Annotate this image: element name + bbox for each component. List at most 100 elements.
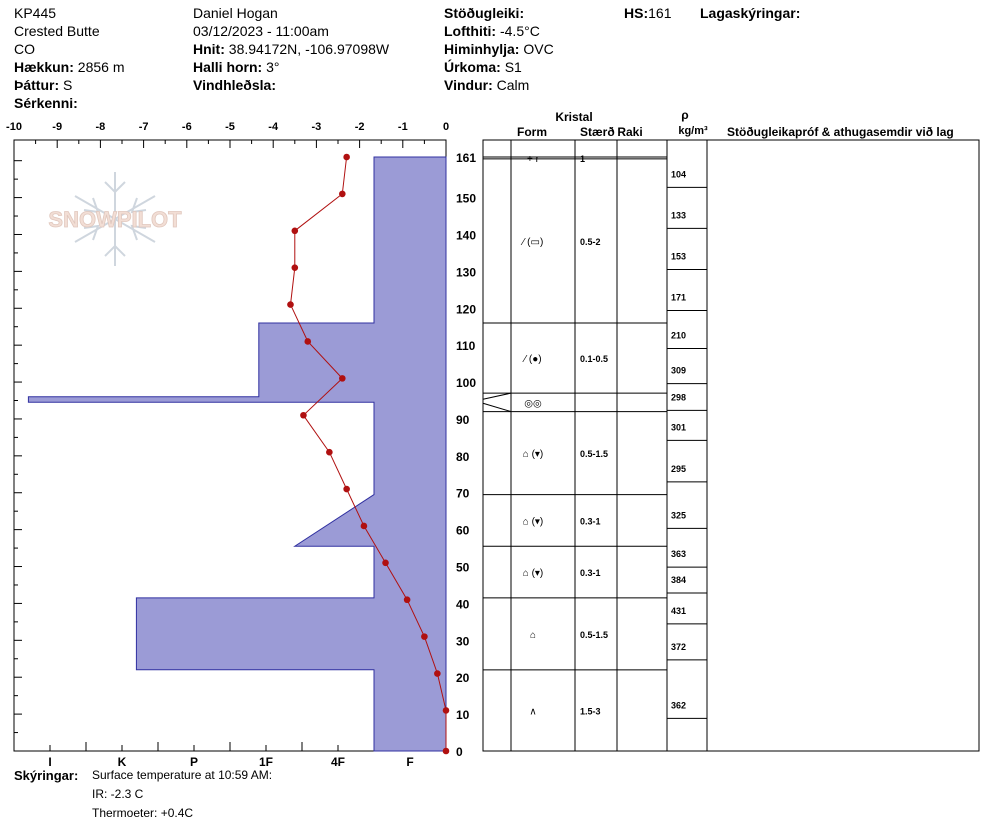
temp-tick-label: -10 — [6, 121, 22, 133]
moisture-header: Raki — [617, 125, 642, 139]
stability-row: Stöðugleiki: — [444, 4, 554, 22]
hs-label: HS: — [624, 5, 649, 21]
aspect-row: Þáttur: S — [14, 76, 125, 94]
sky-value: OVC — [523, 41, 554, 57]
density-unit-header: kg/m³ — [678, 125, 708, 137]
layer-notes-label: Lagaskýringar: — [700, 5, 801, 21]
precip-label: Úrkoma: — [444, 59, 501, 75]
depth-tick-label: 130 — [456, 265, 476, 279]
temperature-point — [287, 301, 294, 308]
wind-loading-label: Vindhleðsla: — [193, 77, 276, 93]
temp-tick-label: -3 — [312, 121, 322, 133]
depth-tick-label: 60 — [456, 524, 470, 538]
hardness-tick-label: K — [118, 755, 127, 769]
density-value: 372 — [671, 642, 686, 652]
layer-notes-row: Lagaskýringar: — [700, 4, 800, 22]
site-info: KP445 Crested Butte CO Hækkun: 2856 m Þá… — [14, 4, 125, 112]
temperature-point — [300, 411, 307, 419]
form-header: Form — [517, 125, 547, 139]
density-value: 384 — [671, 575, 686, 585]
temperature-point — [339, 375, 346, 382]
coords-value: 38.94172N, -106.97098W — [228, 41, 390, 57]
site-id: KP445 — [14, 5, 57, 21]
temp-tick-label: -8 — [96, 121, 106, 133]
coords-label: Hnit: — [193, 41, 225, 57]
observer-info: Daniel Hogan 03/12/2023 - 11:00am Hnit: … — [193, 4, 389, 94]
density-value: 363 — [671, 549, 686, 559]
elevation-row: Hækkun: 2856 m — [14, 58, 125, 76]
aspect-value: S — [63, 77, 73, 93]
observer-name: Daniel Hogan — [193, 5, 278, 21]
snowpilot-watermark: SNOWPILOT — [48, 172, 183, 266]
layer-form: ⁄ (▭) — [520, 237, 544, 248]
layer-size: 1.5-3 — [580, 706, 601, 716]
weather-info: Stöðugleiki: Lofthiti: -4.5°C Himinhylja… — [444, 4, 554, 94]
size-header: Stærð — [580, 125, 615, 139]
density-value: 325 — [671, 510, 686, 520]
temp-tick-label: -2 — [355, 121, 365, 133]
precip-value: S1 — [504, 59, 522, 75]
temperature-point — [291, 264, 299, 271]
table-border — [482, 139, 980, 752]
elevation-label: Hækkun: — [14, 59, 74, 75]
density-value: 153 — [671, 251, 686, 261]
sky-row: Himinhylja: OVC — [444, 40, 554, 58]
hardness-tick-label: 1F — [259, 755, 273, 769]
wind-value: Calm — [496, 77, 530, 93]
rho-header: ρ — [681, 108, 688, 122]
thin-layer-link-top — [482, 392, 512, 400]
temp-tick-label: 0 — [443, 121, 449, 133]
air-temp-row: Lofthiti: -4.5°C — [444, 22, 554, 40]
hardness-tick-label: I — [48, 755, 51, 769]
layer-form: ⌂ (▾) — [523, 516, 544, 527]
precip-row: Úrkoma: S1 — [444, 58, 554, 76]
temp-tick-label: -7 — [139, 121, 149, 133]
density-value: 210 — [671, 331, 686, 341]
density-value: 104 — [671, 169, 686, 179]
site-state: CO — [14, 41, 35, 57]
crystal-header: Kristal — [555, 110, 592, 124]
temp-tick-label: -4 — [268, 121, 279, 133]
wind-row: Vindur: Calm — [444, 76, 554, 94]
watermark-text: SNOWPILOT — [48, 207, 182, 232]
observation-datetime: 03/12/2023 - 11:00am — [193, 23, 329, 39]
temp-tick-label: -6 — [182, 121, 192, 133]
hs-row: HS:161 — [624, 4, 671, 22]
notes-section: Skýringar: — [14, 766, 78, 786]
site-name: Crested Butte — [14, 23, 100, 39]
aspect-label: Þáttur: — [14, 77, 60, 93]
depth-tick-label: 30 — [456, 634, 470, 648]
layer-size: 0.5-1.5 — [580, 630, 608, 640]
stability-label: Stöðugleiki: — [444, 5, 525, 21]
temperature-profile — [287, 153, 450, 755]
depth-tick-label: 100 — [456, 376, 476, 390]
depth-tick-label: 10 — [456, 708, 470, 722]
temp-tick-label: -9 — [52, 121, 62, 133]
temp-tick-label: -1 — [398, 121, 408, 133]
hardness-tick-label: 4F — [331, 755, 345, 769]
temperature-point — [304, 338, 312, 345]
note-line: IR: -2.3 C — [92, 787, 144, 801]
sky-label: Himinhylja: — [444, 41, 520, 57]
features-row: Sérkenni: — [14, 94, 125, 112]
slope-row: Halli horn: 3° — [193, 58, 389, 76]
layer-size: 0.5-2 — [580, 237, 601, 247]
hardness-tick-label: F — [406, 755, 413, 769]
temperature-point — [343, 153, 350, 161]
layer-form: ⌂ (▾) — [523, 449, 544, 460]
layer-form: ⁄ (●) — [521, 354, 541, 365]
temperature-point — [339, 190, 346, 198]
slope-label: Halli horn: — [193, 59, 263, 75]
depth-tick-label: 90 — [456, 413, 470, 427]
depth-tick-label: 70 — [456, 487, 470, 501]
temperature-point — [434, 670, 441, 677]
hardness-profile — [27, 156, 447, 752]
temperature-point — [343, 485, 350, 493]
snowflake-icon — [74, 172, 156, 266]
notes-lines: Surface temperature at 10:59 AM: IR: -2.… — [92, 766, 272, 823]
temp-tick-label: -5 — [225, 121, 235, 133]
layer-form: ◎◎ — [524, 398, 541, 409]
density-value: 298 — [671, 392, 686, 402]
density-value: 295 — [671, 464, 686, 474]
